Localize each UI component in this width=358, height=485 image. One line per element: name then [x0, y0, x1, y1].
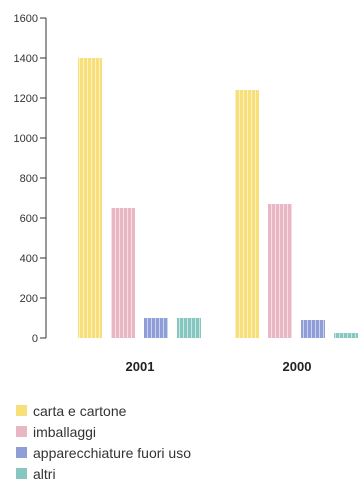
bar-2000-0: [235, 90, 259, 338]
bar-chart: 0 200 400 600 800 1000 1200 1400 1600 2001 2000: [14, 13, 358, 374]
category-label: 2000: [283, 359, 312, 374]
legend-label: apparecchiature fuori uso: [33, 444, 191, 461]
category-label: 2001: [126, 359, 155, 374]
bar-2000-1: [268, 204, 292, 338]
y-tick-label: 1600: [14, 13, 38, 25]
legend-label: altri: [33, 465, 56, 482]
legend: carta e cartone imballaggi apparecchiatu…: [16, 400, 191, 484]
y-axis: 0 200 400 600 800 1000 1200 1400 1600: [14, 13, 47, 345]
legend-swatch: [16, 468, 27, 479]
bar-2000-3: [334, 333, 358, 338]
legend-item-altri: altri: [16, 463, 191, 484]
bar-2001-3: [177, 318, 201, 338]
bar-2001-1: [111, 208, 135, 338]
y-tick-label: 1000: [14, 133, 38, 145]
y-tick-label: 1200: [14, 93, 38, 105]
legend-swatch: [16, 447, 27, 458]
y-tick-label: 800: [20, 173, 38, 185]
y-tick-label: 400: [20, 253, 38, 265]
legend-swatch: [16, 405, 27, 416]
legend-item-apparecchiature: apparecchiature fuori uso: [16, 442, 191, 463]
y-tick-label: 1400: [14, 53, 38, 65]
legend-label: imballaggi: [33, 423, 97, 440]
bars: [78, 58, 358, 338]
y-tick-label: 0: [32, 333, 38, 345]
y-tick-label: 200: [20, 293, 38, 305]
legend-swatch: [16, 426, 27, 437]
category-labels: 2001 2000: [126, 359, 312, 374]
bar-2001-2: [144, 318, 168, 338]
legend-item-carta: carta e cartone: [16, 400, 191, 421]
y-tick-label: 600: [20, 213, 38, 225]
bar-2001-0: [78, 58, 102, 338]
legend-label: carta e cartone: [33, 402, 127, 419]
legend-item-imballaggi: imballaggi: [16, 421, 191, 442]
bar-2000-2: [301, 320, 325, 338]
